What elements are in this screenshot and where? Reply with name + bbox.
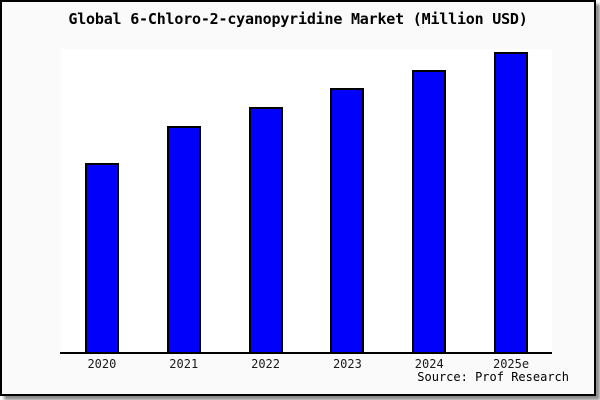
plot-area bbox=[61, 49, 552, 352]
source-credit: Source: Prof Research bbox=[417, 370, 569, 384]
x-tick-label-2021: 2021 bbox=[169, 357, 199, 371]
x-tick-label-2022: 2022 bbox=[251, 357, 281, 371]
bars-row bbox=[61, 49, 552, 352]
x-tick-label-2020: 2020 bbox=[87, 357, 117, 371]
bar-slot-2025e bbox=[470, 49, 552, 352]
bar-2025e bbox=[494, 52, 529, 352]
bar-2021 bbox=[166, 125, 201, 352]
bar-2023 bbox=[330, 88, 365, 352]
bar-2024 bbox=[412, 70, 447, 352]
bar-slot-2021 bbox=[143, 49, 225, 352]
x-axis-labels: 2020 2021 2022 2023 2024 2025e bbox=[61, 358, 552, 371]
bar-2022 bbox=[248, 106, 283, 352]
bar-slot-2023 bbox=[306, 49, 388, 352]
chart-title: Global 6-Chloro-2-cyanopyridine Market (… bbox=[68, 10, 528, 28]
x-tick-label-2025e: 2025e bbox=[492, 357, 530, 371]
bar-slot-2020 bbox=[61, 49, 143, 352]
bar-slot-2024 bbox=[388, 49, 470, 352]
x-tick-label-2024: 2024 bbox=[414, 357, 444, 371]
bar-slot-2022 bbox=[225, 49, 307, 352]
bar-2020 bbox=[84, 163, 119, 352]
x-axis-line bbox=[60, 352, 552, 354]
x-tick-label-2023: 2023 bbox=[332, 357, 362, 371]
